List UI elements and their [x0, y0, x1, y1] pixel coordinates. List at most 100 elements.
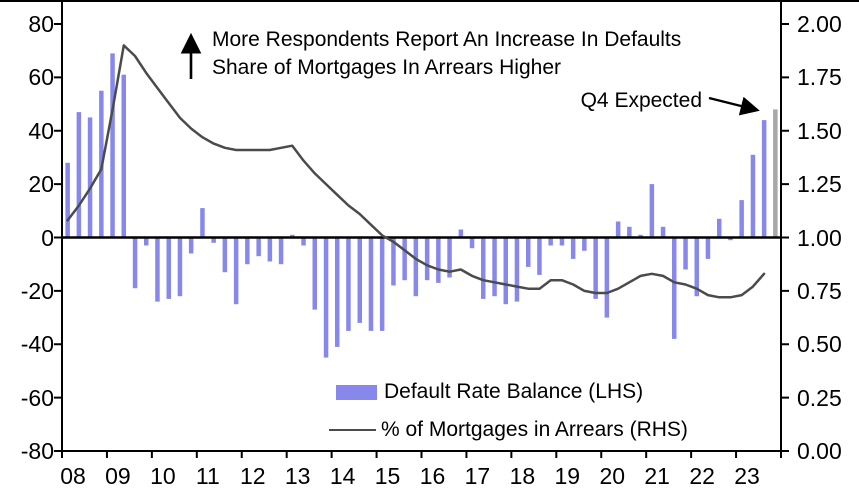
bar: [694, 237, 699, 297]
bar: [110, 53, 115, 238]
bar: [526, 237, 531, 267]
bar-series-swatch: [336, 384, 377, 400]
bar: [672, 237, 677, 339]
bar: [593, 237, 598, 299]
y-right-tick-label: 0.75: [797, 277, 842, 304]
y-left-tick-label: 0: [41, 224, 54, 251]
bar: [649, 184, 655, 238]
bar: [447, 237, 452, 278]
x-year-label: 19: [554, 463, 581, 489]
arrears-line: [66, 44, 766, 299]
bar: [604, 237, 610, 318]
y-left-tick-label: -60: [20, 384, 54, 411]
bar: [155, 237, 160, 302]
bar: [582, 237, 587, 251]
y-left-tick-label: 40: [28, 117, 54, 144]
bar: [379, 237, 385, 331]
legend-item-arrears: % of Mortgages in Arrears (RHS): [329, 418, 688, 442]
y-right-tick-label: 0.25: [797, 384, 842, 411]
bar: [492, 237, 497, 297]
bar: [717, 218, 722, 238]
bar: [458, 229, 464, 238]
annotation-note: More Respondents Report An Increase In D…: [212, 26, 681, 82]
y-right-tick-label: 1.00: [797, 224, 842, 251]
x-year-label: 09: [105, 463, 131, 489]
x-year-label: 14: [329, 463, 356, 489]
bar: [503, 237, 508, 305]
q4-arrow-icon: [708, 96, 760, 116]
bar: [627, 226, 632, 238]
bar: [761, 120, 767, 238]
x-year-label: 20: [599, 463, 626, 489]
bar: [290, 234, 295, 238]
bar: [177, 237, 183, 297]
bar: [514, 237, 520, 302]
bar: [705, 237, 711, 259]
bar: [391, 237, 396, 286]
x-year-label: 17: [464, 463, 491, 489]
bar: [436, 237, 441, 283]
x-year-label: 15: [374, 463, 401, 489]
bar-q4-expected: [773, 109, 778, 238]
bar: [76, 112, 82, 238]
bar: [739, 200, 744, 238]
x-year-label: 18: [509, 463, 536, 489]
bar: [402, 237, 407, 281]
bar: [267, 237, 273, 262]
bar: [222, 237, 228, 273]
annotation-line2: Share of Mortgages In Arrears Higher: [212, 56, 562, 79]
bar: [211, 237, 216, 243]
bar: [132, 237, 138, 289]
bar: [413, 237, 419, 297]
y-left-tick-label: 80: [28, 11, 54, 37]
legend-item-default-rate: Default Rate Balance (LHS): [336, 380, 643, 404]
bar: [750, 154, 756, 238]
bar: [469, 237, 475, 249]
bar: [638, 234, 643, 238]
x-year-label: 11: [195, 463, 220, 489]
bar: [301, 237, 306, 246]
legend-label-bar: Default Rate Balance (LHS): [384, 380, 644, 403]
bar: [278, 237, 284, 265]
x-year-label: 21: [644, 463, 670, 489]
bar: [660, 226, 666, 238]
bar: [357, 237, 362, 323]
bar: [144, 237, 149, 246]
bar: [570, 237, 576, 259]
q4-expected-label: Q4 Expected: [580, 89, 702, 112]
y-left-tick-label: 20: [28, 171, 54, 198]
x-year-label: 13: [284, 463, 311, 489]
y-right-tick-label: 0.00: [797, 438, 842, 464]
y-left-tick-label: 60: [28, 64, 54, 91]
bar: [683, 237, 688, 270]
bar: [121, 74, 126, 238]
bar: [559, 237, 565, 246]
bar: [728, 237, 733, 241]
bar: [537, 237, 542, 275]
y-right-tick-label: 1.50: [797, 117, 842, 144]
bar: [245, 237, 250, 265]
y-right-tick-label: 0.50: [797, 331, 842, 358]
x-year-label: 16: [419, 463, 446, 489]
bar: [346, 237, 351, 331]
y-right-tick-label: 2.00: [797, 11, 842, 37]
x-year-label: 23: [734, 463, 760, 489]
y-right-tick-label: 1.25: [797, 171, 842, 198]
x-year-label: 12: [239, 463, 266, 489]
bar: [615, 221, 621, 238]
y-right-tick-label: 1.75: [797, 64, 842, 91]
x-year-label: 22: [689, 463, 715, 489]
bar: [481, 237, 486, 299]
bar: [166, 237, 171, 299]
bar: [256, 237, 261, 257]
bar: [368, 237, 374, 331]
annotation-line1: More Respondents Report An Increase In D…: [212, 28, 682, 51]
bar: [548, 237, 553, 246]
line-series-swatch: [329, 429, 376, 431]
bar: [335, 237, 340, 347]
bar: [87, 117, 93, 238]
x-year-label: 10: [150, 463, 176, 489]
bar: [65, 162, 70, 238]
y-left-tick-label: -80: [20, 438, 54, 464]
